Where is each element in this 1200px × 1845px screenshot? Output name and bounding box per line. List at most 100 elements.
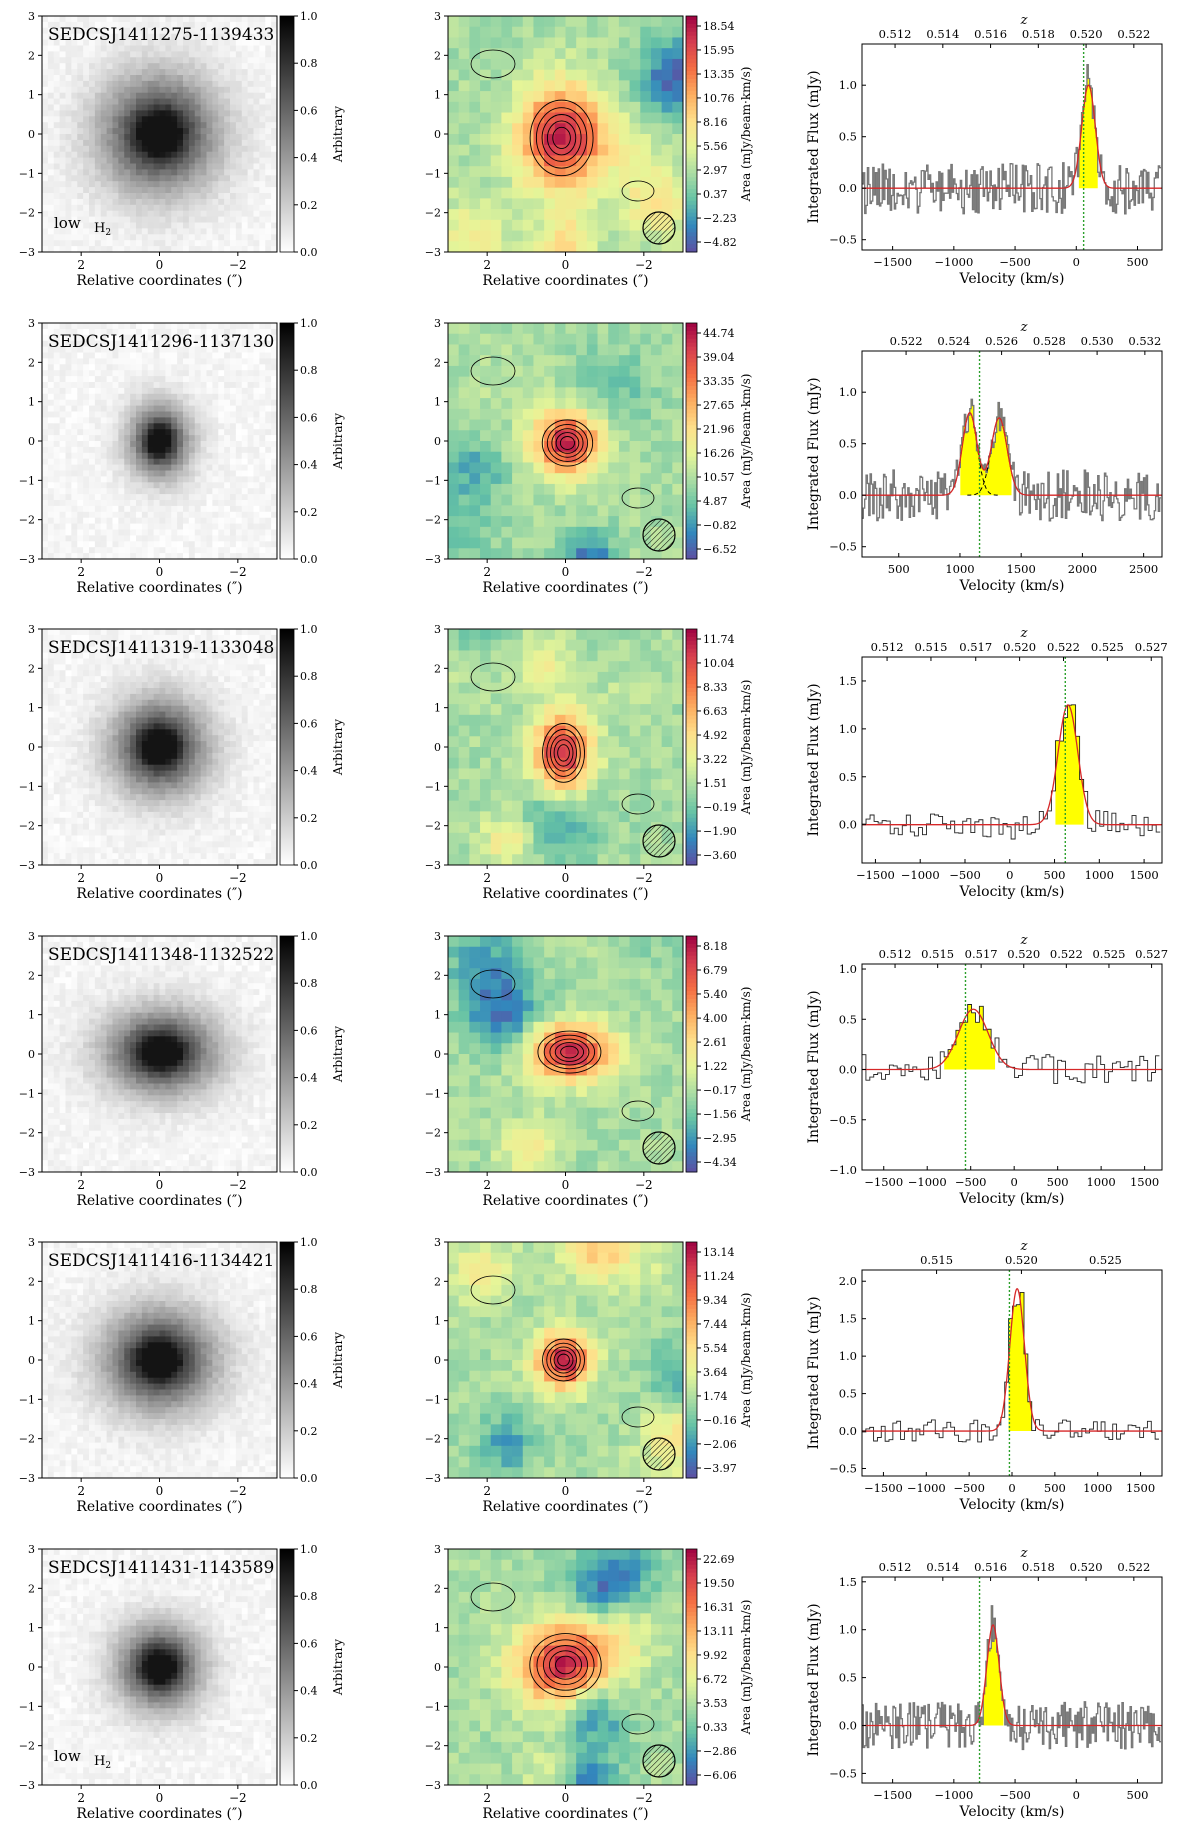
- image-pixel: [124, 393, 130, 399]
- image-pixel: [66, 818, 72, 824]
- image-pixel: [230, 69, 236, 75]
- image-pixel: [48, 323, 54, 329]
- image-pixel: [89, 435, 95, 441]
- image-pixel: [113, 181, 119, 187]
- image-xlabel: Relative coordinates (″): [76, 273, 242, 289]
- image-pixel: [71, 411, 77, 417]
- image-pixel: [71, 535, 77, 541]
- image-pixel: [177, 128, 183, 134]
- image-pixel: [142, 364, 148, 370]
- moment-pixel: [587, 376, 598, 387]
- image-pixel: [48, 488, 54, 494]
- image-pixel: [212, 152, 218, 158]
- image-pixel: [118, 352, 124, 358]
- image-pixel: [259, 234, 265, 240]
- image-pixel: [60, 152, 66, 158]
- image-pixel: [71, 423, 77, 429]
- image-pixel: [265, 376, 271, 382]
- image-pixel: [259, 364, 265, 370]
- image-pixel: [236, 547, 242, 553]
- moment-pixel: [544, 220, 555, 231]
- moment-pixel: [576, 387, 587, 398]
- image-pixel: [54, 494, 60, 500]
- image-pixel: [224, 51, 230, 57]
- moment-pixel: [512, 37, 523, 48]
- image-pixel: [160, 158, 166, 164]
- image-pixel: [171, 541, 177, 547]
- moment-cbar-segment: [686, 228, 697, 232]
- image-pixel: [101, 517, 107, 523]
- image-pixel: [224, 175, 230, 181]
- image-pixel: [259, 223, 265, 229]
- image-pixel: [89, 723, 95, 729]
- image-pixel: [224, 494, 230, 500]
- moment-pixel: [480, 408, 491, 419]
- image-pixel: [142, 358, 148, 364]
- image-pixel: [95, 382, 101, 388]
- image-pixel: [60, 759, 66, 765]
- image-pixel: [201, 110, 207, 116]
- image-pixel: [201, 399, 207, 405]
- image-pixel: [154, 470, 160, 476]
- moment-pixel: [587, 419, 598, 430]
- moment-xlabel: Relative coordinates (″): [482, 273, 648, 289]
- image-pixel: [212, 429, 218, 435]
- image-pixel: [224, 488, 230, 494]
- image-pixel: [165, 547, 171, 553]
- spectrum-xlabel: Velocity (km/s): [959, 578, 1065, 594]
- image-pixel: [177, 517, 183, 523]
- image-pixel: [95, 169, 101, 175]
- image-pixel: [201, 69, 207, 75]
- moment-pixel: [566, 188, 577, 199]
- moment-pixel: [630, 473, 641, 484]
- moment-pixel: [523, 548, 534, 559]
- image-pixel: [83, 93, 89, 99]
- image-pixel: [236, 446, 242, 452]
- image-pixel: [83, 694, 89, 700]
- moment-pixel: [544, 462, 555, 473]
- image-pixel: [83, 187, 89, 193]
- image-pixel: [83, 228, 89, 234]
- image-pixel: [177, 446, 183, 452]
- image-pixel: [242, 169, 248, 175]
- moment-pixel: [533, 209, 544, 220]
- image-pixel: [171, 482, 177, 488]
- image-pixel: [101, 759, 107, 765]
- image-pixel: [201, 217, 207, 223]
- image-pixel: [66, 718, 72, 724]
- image-pixel: [124, 370, 130, 376]
- image-pixel: [160, 458, 166, 464]
- moment-cbar-segment: [686, 51, 697, 55]
- image-pixel: [66, 199, 72, 205]
- image-pixel: [89, 464, 95, 470]
- spectrum-ytick-label: 0.0: [839, 181, 857, 195]
- image-pixel: [95, 352, 101, 358]
- moment-pixel: [566, 462, 577, 473]
- moment-pixel: [651, 80, 662, 91]
- image-pixel: [60, 382, 66, 388]
- moment-pixel: [672, 473, 683, 484]
- image-pixel: [254, 494, 260, 500]
- moment-pixel: [512, 113, 523, 124]
- image-pixel: [107, 193, 113, 199]
- image-cbar-tick-label: 0.2: [300, 505, 318, 518]
- image-pixel: [212, 423, 218, 429]
- image-pixel: [254, 435, 260, 441]
- image-pixel: [113, 517, 119, 523]
- image-pixel: [230, 547, 236, 553]
- image-pixel: [230, 217, 236, 223]
- image-pixel: [171, 446, 177, 452]
- image-pixel: [230, 158, 236, 164]
- moment-pixel: [619, 430, 630, 441]
- image-pixel: [212, 446, 218, 452]
- image-pixel: [189, 417, 195, 423]
- image-pixel: [183, 146, 189, 152]
- moment-pixel: [598, 355, 609, 366]
- image-pixel: [71, 323, 77, 329]
- image-pixel: [54, 694, 60, 700]
- image-pixel: [89, 500, 95, 506]
- moment-pixel: [459, 376, 470, 387]
- image-pixel: [54, 836, 60, 842]
- moment-pixel: [491, 37, 502, 48]
- image-pixel: [148, 399, 154, 405]
